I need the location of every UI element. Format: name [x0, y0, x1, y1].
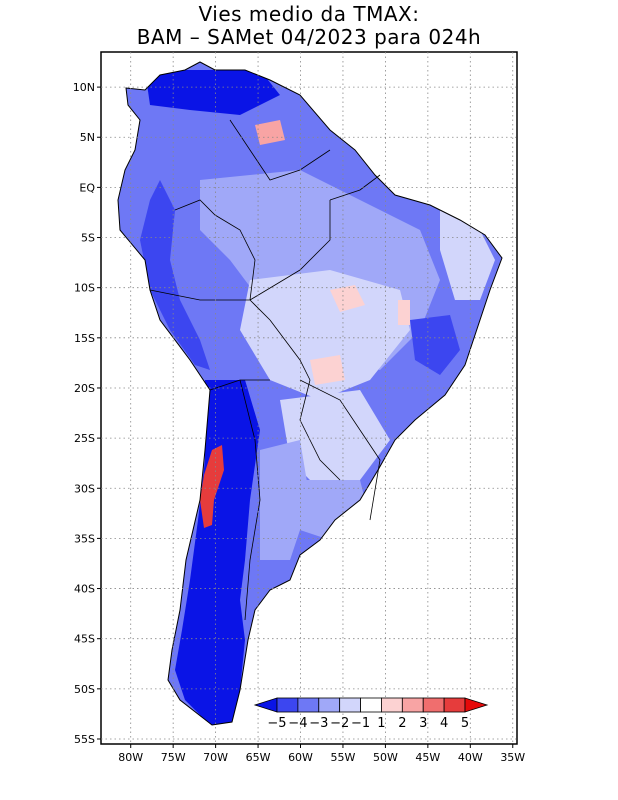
- colorbar-label: 1: [377, 716, 385, 731]
- lon-tick-label: 40W: [458, 751, 483, 764]
- lon-tick-label: 55W: [331, 751, 356, 764]
- lon-tick-label: 75W: [161, 751, 186, 764]
- lat-tick-label: 5N: [80, 131, 95, 144]
- map-subtitle: BAM – SAMet 04/2023 para 024h: [136, 25, 482, 49]
- lat-tick-label: 5S: [81, 232, 95, 245]
- colorbar-box: [276, 697, 299, 713]
- lat-tick-label: 50S: [74, 683, 95, 696]
- lon-tick-label: 35W: [500, 751, 525, 764]
- lon-tick-label: 80W: [118, 751, 143, 764]
- lat-tick-label: 10S: [74, 282, 95, 295]
- lat-tick-label: 20S: [74, 382, 95, 395]
- longitude-axis: 80W 75W 70W 65W 60W 55W 50W 45W 40W 35W: [118, 744, 525, 764]
- map-frame: [100, 51, 518, 745]
- bias-region-warm-4: [398, 300, 410, 325]
- colorbar-label: −1: [351, 716, 370, 731]
- graticule: [101, 52, 517, 744]
- colorbar-label: −2: [330, 716, 349, 731]
- lat-tick-label: 25S: [74, 432, 95, 445]
- bias-region-hot-chile: [200, 445, 224, 528]
- colorbar-box: [381, 697, 403, 713]
- lat-tick-label: EQ: [79, 181, 95, 194]
- colorbar-label: −4: [288, 716, 307, 731]
- lat-tick-label: 15S: [74, 332, 95, 345]
- bias-region-lighter-1: [240, 270, 410, 400]
- colorbar-label: −5: [267, 716, 286, 731]
- bias-region-warm-2: [310, 355, 345, 385]
- bias-region-lighter-2: [280, 390, 390, 490]
- colorbar-over-arrow: [464, 697, 489, 713]
- lat-tick-label: 45S: [74, 633, 95, 646]
- lon-tick-label: 60W: [288, 751, 313, 764]
- lon-tick-label: 70W: [203, 751, 228, 764]
- colorbar-box: [422, 697, 445, 713]
- lat-tick-label: 10N: [73, 81, 95, 94]
- lat-tick-label: 55S: [74, 733, 95, 746]
- colorbar-box: [318, 697, 341, 713]
- lat-tick-label: 30S: [74, 482, 95, 495]
- colorbar-box: [443, 697, 466, 713]
- lon-tick-label: 45W: [415, 751, 440, 764]
- colorbar: −5 −4 −3 −2 −1 1 2 3 4 5: [253, 697, 489, 731]
- colorbar-label: 2: [398, 716, 406, 731]
- colorbar-label: −3: [309, 716, 328, 731]
- colorbar-box: [297, 697, 320, 713]
- colorbar-label: 3: [419, 716, 427, 731]
- colorbar-box: [401, 697, 424, 713]
- country-borders: [149, 119, 381, 621]
- colorbar-box: [360, 697, 382, 713]
- bias-region-cold-andes-north: [140, 180, 210, 370]
- colorbar-label: 5: [461, 716, 469, 731]
- map-title: Vies medio da TMAX:: [198, 2, 420, 26]
- bias-region-warm-3: [255, 120, 285, 145]
- bias-region-cold-east: [410, 315, 460, 375]
- lat-tick-label: 35S: [74, 532, 95, 545]
- bias-region-light-3: [260, 440, 310, 560]
- lat-tick-label: 40S: [74, 583, 95, 596]
- lon-tick-label: 50W: [373, 751, 398, 764]
- bias-region-warm-1: [330, 285, 365, 312]
- colorbar-box: [339, 697, 361, 713]
- latitude-axis: 10N 5N EQ 5S 10S 15S 20S 25S 30S 35S 40S 45S 50S 55S: [73, 81, 101, 746]
- lon-tick-label: 65W: [246, 751, 271, 764]
- colorbar-label: 4: [440, 716, 448, 731]
- bias-region-cold-north: [145, 70, 280, 115]
